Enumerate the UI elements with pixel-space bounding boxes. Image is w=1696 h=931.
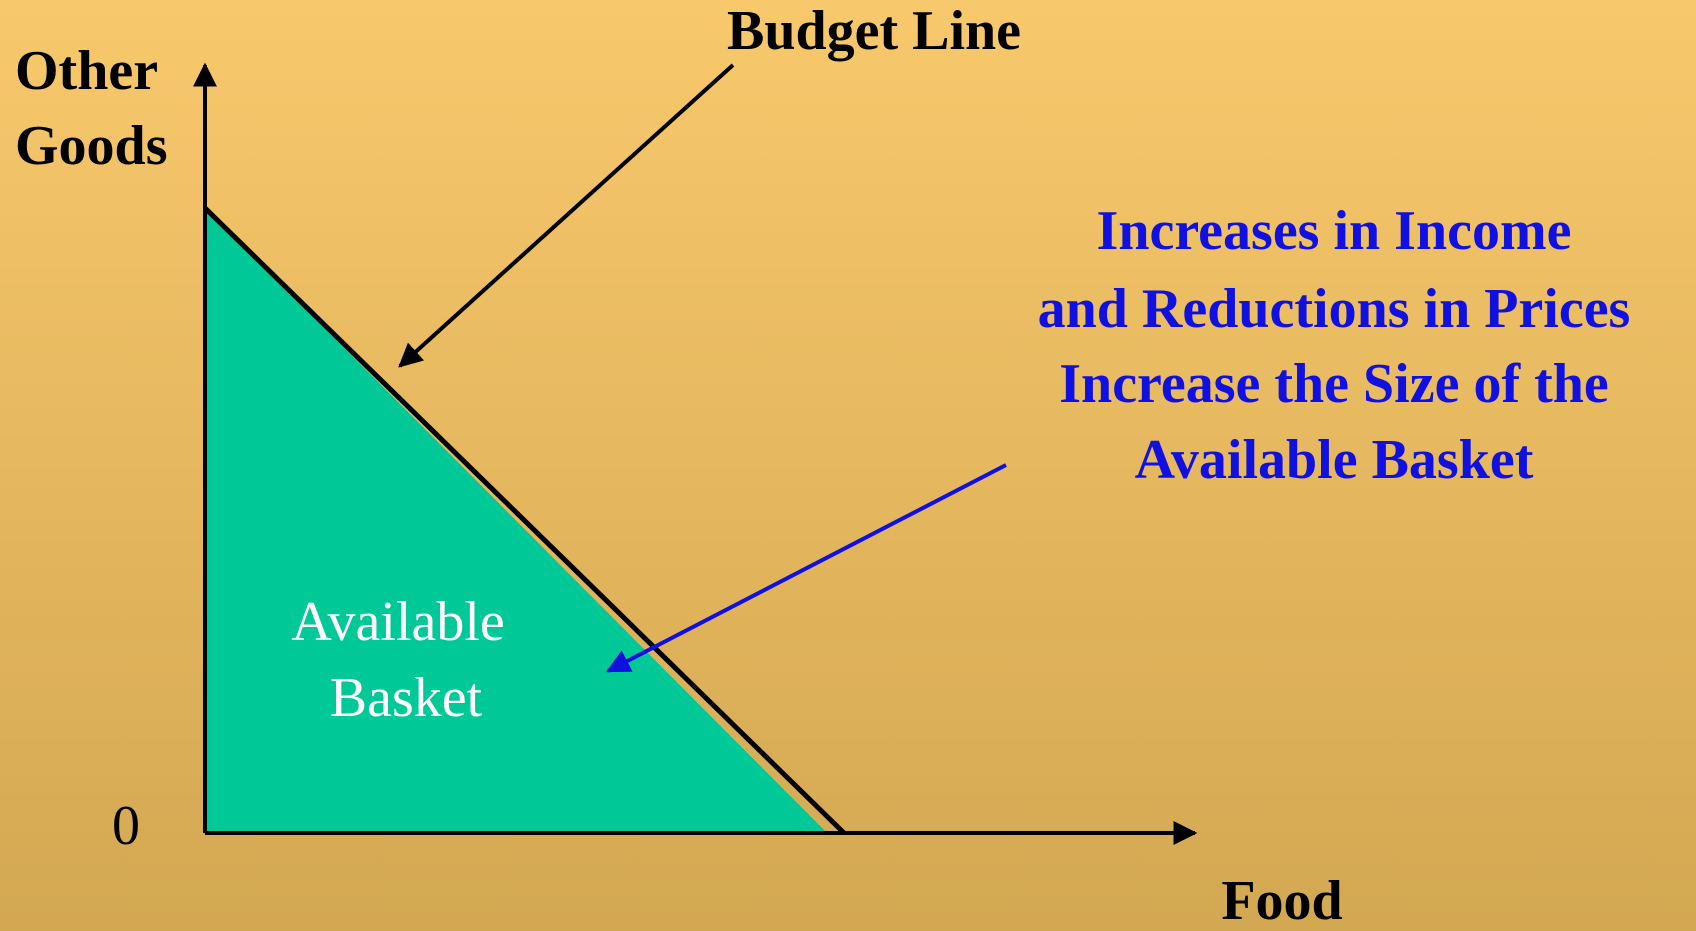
budget-line-label: Budget Line — [727, 0, 1021, 62]
y-axis-label: Goods — [15, 115, 168, 177]
note-text: and Reductions in Prices — [1038, 278, 1631, 340]
note-text: Increases in Income — [1097, 200, 1572, 262]
region-label: Available — [291, 591, 505, 653]
note-arrow — [605, 463, 1007, 673]
origin-label: 0 — [112, 795, 140, 857]
note-text: Increase the Size of the — [1059, 353, 1609, 415]
budget-line-arrow — [398, 63, 735, 368]
budget-line — [203, 206, 846, 835]
available-basket-region — [205, 208, 827, 833]
note-text: Available Basket — [1135, 429, 1534, 491]
region-label: Basket — [330, 667, 483, 729]
x-axis-label: Food — [1221, 870, 1342, 931]
y-axis-label: Other — [15, 40, 158, 102]
